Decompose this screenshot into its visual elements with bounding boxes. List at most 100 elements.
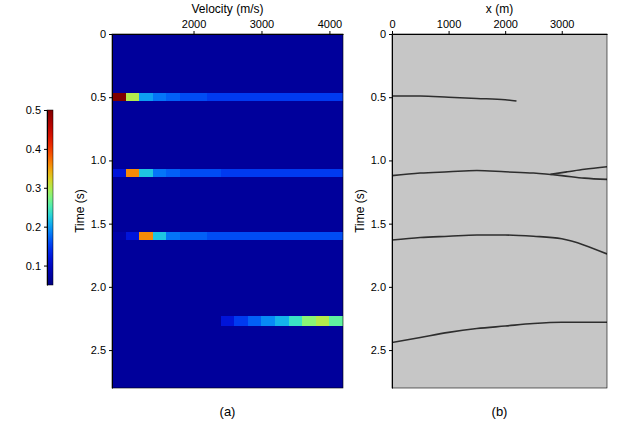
heat-cell bbox=[329, 240, 343, 316]
tick-label: 1.5 bbox=[91, 218, 106, 230]
heat-cell bbox=[316, 101, 330, 169]
heat-cell bbox=[126, 93, 140, 101]
heat-cell bbox=[221, 240, 235, 316]
heat-cell bbox=[166, 169, 180, 177]
heat-cell bbox=[302, 93, 316, 101]
panel-title: (a) bbox=[220, 404, 236, 419]
heat-cell bbox=[221, 316, 235, 326]
heat-cell bbox=[329, 232, 343, 240]
tick-mark bbox=[261, 31, 262, 34]
heat-cell bbox=[112, 177, 126, 233]
tick: 2.0 bbox=[371, 281, 392, 293]
panel: 0.10.20.30.40.520003000400000.51.01.52.0… bbox=[26, 2, 344, 419]
heat-cell bbox=[180, 101, 194, 169]
heat-cell bbox=[126, 177, 140, 233]
heat-cell bbox=[234, 316, 248, 326]
heat-cell bbox=[180, 93, 194, 101]
tick-mark bbox=[44, 227, 47, 228]
tick-mark bbox=[44, 149, 47, 150]
plot-frame bbox=[112, 34, 343, 388]
plot-area bbox=[392, 34, 607, 388]
heat-cell bbox=[112, 169, 126, 177]
heat-cell bbox=[234, 93, 248, 101]
heat-cell bbox=[275, 240, 289, 316]
heat-cell bbox=[302, 177, 316, 233]
heat-cell bbox=[139, 34, 153, 93]
heat-cell bbox=[221, 101, 235, 169]
heat-cell bbox=[126, 240, 140, 316]
reflection-line bbox=[392, 96, 516, 101]
heat-cell bbox=[316, 232, 330, 240]
tick-mark bbox=[505, 31, 506, 34]
heat-cell bbox=[316, 240, 330, 316]
tick-mark bbox=[44, 110, 47, 111]
tick: 3000 bbox=[550, 18, 574, 34]
tick: 0.5 bbox=[91, 91, 112, 103]
heat-cell bbox=[248, 169, 262, 177]
heat-cell bbox=[139, 232, 153, 240]
heat-cell bbox=[329, 326, 343, 388]
tick-label: 0.5 bbox=[26, 104, 41, 116]
heat-cell bbox=[221, 326, 235, 388]
tick-label: 0.1 bbox=[26, 260, 41, 272]
heat-cell bbox=[275, 177, 289, 233]
heat-cell bbox=[139, 169, 153, 177]
tick: 1000 bbox=[437, 18, 461, 34]
heat-cell bbox=[194, 326, 208, 388]
tick: 1.0 bbox=[371, 154, 392, 166]
heat-cell bbox=[126, 316, 140, 326]
tick-mark bbox=[109, 34, 112, 35]
tick-mark bbox=[44, 188, 47, 189]
tick: 2000 bbox=[493, 18, 517, 34]
axis-line bbox=[112, 35, 113, 389]
heat-cell bbox=[329, 34, 343, 93]
heat-cell bbox=[207, 240, 221, 316]
tick-mark bbox=[389, 97, 392, 98]
tick-mark bbox=[562, 31, 563, 34]
y-axis: 00.51.01.52.02.5 bbox=[91, 28, 113, 388]
tick-label: 2000 bbox=[493, 18, 517, 30]
heat-cell bbox=[180, 240, 194, 316]
heat-cell bbox=[166, 177, 180, 233]
heat-cell bbox=[261, 316, 275, 326]
tick: 0 bbox=[100, 28, 112, 40]
tick-label: 3000 bbox=[550, 18, 574, 30]
heat-cell bbox=[261, 326, 275, 388]
chart-root: 0.10.20.30.40.520003000400000.51.01.52.0… bbox=[0, 0, 627, 430]
heat-cell bbox=[275, 326, 289, 388]
x-axis-title: Velocity (m/s) bbox=[191, 2, 263, 16]
tick-label: 0 bbox=[100, 28, 106, 40]
heat-cell bbox=[139, 326, 153, 388]
heat-cell bbox=[275, 232, 289, 240]
tick-mark bbox=[449, 31, 450, 34]
heat-cell bbox=[302, 316, 316, 326]
tick-label: 2.5 bbox=[91, 344, 106, 356]
axis-line bbox=[392, 35, 393, 389]
heat-cell bbox=[112, 232, 126, 240]
tick-label: 0.2 bbox=[26, 221, 41, 233]
plot-area bbox=[112, 34, 343, 388]
heat-cell bbox=[248, 232, 262, 240]
heat-cell bbox=[275, 316, 289, 326]
heat-cell bbox=[316, 93, 330, 101]
heat-cell bbox=[166, 101, 180, 169]
tick: 3000 bbox=[250, 18, 274, 34]
plot-background bbox=[392, 34, 607, 388]
heat-cell bbox=[180, 316, 194, 326]
heat-cell bbox=[139, 93, 153, 101]
heat-cell bbox=[289, 34, 303, 93]
heat-cell bbox=[126, 232, 140, 240]
tick-label: 3000 bbox=[250, 18, 274, 30]
heat-cell bbox=[194, 101, 208, 169]
heat-cell bbox=[207, 101, 221, 169]
heat-cell bbox=[248, 93, 262, 101]
tick-label: 1.5 bbox=[371, 218, 386, 230]
heat-cell bbox=[112, 93, 126, 101]
heat-cell bbox=[153, 34, 167, 93]
heat-cell bbox=[289, 326, 303, 388]
heat-cell bbox=[248, 316, 262, 326]
tick: 0.4 bbox=[26, 143, 47, 155]
heat-cell bbox=[194, 169, 208, 177]
heat-cell bbox=[302, 232, 316, 240]
heat-cell bbox=[207, 316, 221, 326]
